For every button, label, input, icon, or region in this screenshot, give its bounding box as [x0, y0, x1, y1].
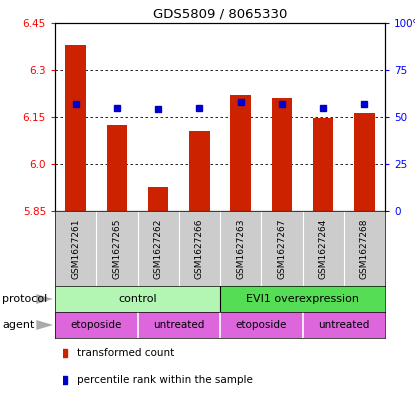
Text: transformed count: transformed count	[76, 348, 174, 358]
Text: control: control	[118, 294, 157, 304]
Text: GSM1627262: GSM1627262	[154, 219, 163, 279]
Bar	[271, 98, 292, 211]
Bar	[230, 95, 251, 211]
Polygon shape	[37, 294, 53, 304]
Text: GSM1627266: GSM1627266	[195, 218, 204, 279]
Text: etoposide: etoposide	[236, 320, 287, 330]
Bar	[354, 113, 375, 211]
Text: GSM1627267: GSM1627267	[277, 218, 286, 279]
Bar	[148, 187, 168, 211]
Text: untreated: untreated	[153, 320, 205, 330]
Text: GSM1627263: GSM1627263	[236, 218, 245, 279]
Text: GSM1627264: GSM1627264	[319, 219, 327, 279]
Bar	[220, 286, 385, 312]
Bar	[65, 45, 86, 211]
Text: protocol: protocol	[2, 294, 47, 304]
Text: percentile rank within the sample: percentile rank within the sample	[76, 375, 252, 385]
Polygon shape	[37, 320, 53, 330]
Text: etoposide: etoposide	[71, 320, 122, 330]
Bar	[189, 131, 210, 211]
Text: GSM1627261: GSM1627261	[71, 218, 80, 279]
Bar	[107, 125, 127, 211]
Bar	[313, 118, 333, 211]
Text: GSM1627265: GSM1627265	[112, 218, 121, 279]
Title: GDS5809 / 8065330: GDS5809 / 8065330	[153, 7, 287, 20]
Text: agent: agent	[2, 320, 34, 330]
Text: untreated: untreated	[318, 320, 369, 330]
Text: GSM1627268: GSM1627268	[360, 218, 369, 279]
Text: EVI1 overexpression: EVI1 overexpression	[246, 294, 359, 304]
Bar	[55, 286, 220, 312]
